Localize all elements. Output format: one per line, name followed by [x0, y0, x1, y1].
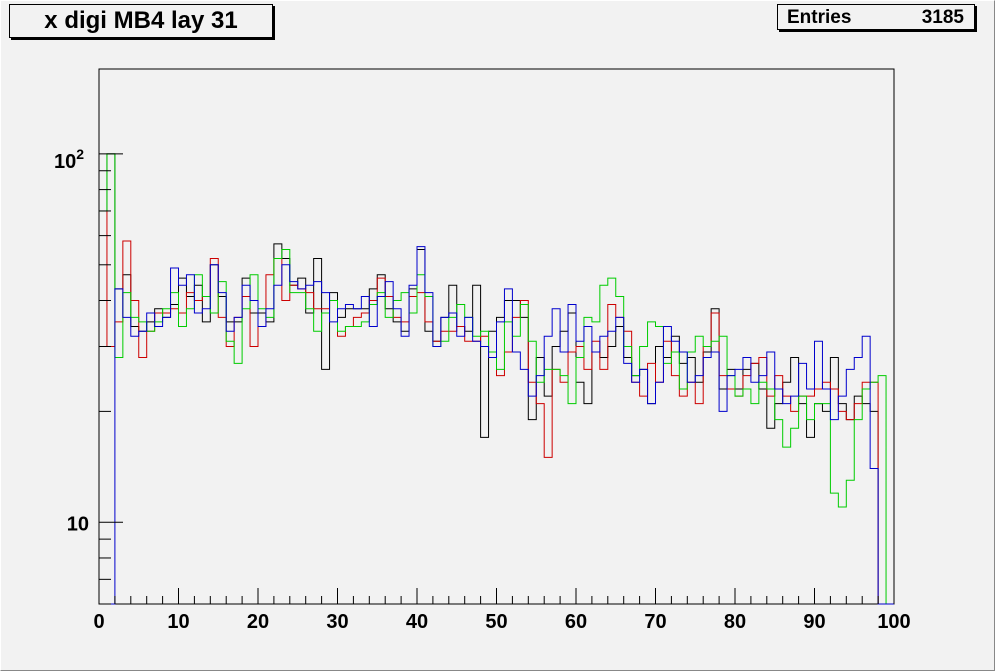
- x-tick-label: 50: [485, 611, 507, 633]
- x-tick-label: 100: [877, 611, 910, 633]
- x-tick-label: 70: [644, 611, 666, 633]
- x-tick-label: 10: [167, 611, 189, 633]
- x-tick-label: 20: [247, 611, 269, 633]
- x-tick-label: 40: [406, 611, 428, 633]
- stats-entries-value: 3185: [921, 7, 964, 28]
- chart-title: x digi MB4 lay 31: [9, 4, 273, 38]
- series-line-3: [99, 153, 894, 605]
- stats-box: Entries 3185: [777, 4, 975, 30]
- x-tick-label: 0: [93, 611, 104, 633]
- series-line-4: [99, 246, 894, 605]
- series-layer: [99, 153, 894, 605]
- y-tick-label: 10: [67, 513, 89, 535]
- y-tick-label: 102: [54, 146, 84, 173]
- x-tick-label: 80: [724, 611, 746, 633]
- plot-frame: [98, 68, 895, 605]
- axis-layer: 0 10 20 30 40 50 60 70 80 90 100 10 102: [54, 146, 911, 633]
- stats-entries-label: Entries: [787, 7, 852, 28]
- x-tick-label: 90: [803, 611, 825, 633]
- x-tick-label: 30: [326, 611, 348, 633]
- x-tick-label: 60: [565, 611, 587, 633]
